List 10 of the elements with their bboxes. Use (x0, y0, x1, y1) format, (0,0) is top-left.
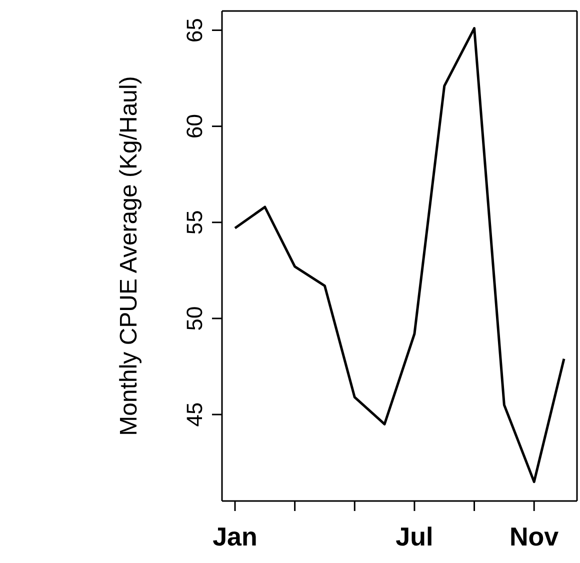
x-tick-label: Nov (510, 521, 560, 552)
y-tick-label: 50 (182, 306, 207, 331)
y-tick-label: 45 (182, 402, 207, 427)
line-series (234, 27, 566, 484)
y-axis-title: Monthly CPUE Average (Kg/Haul) (116, 76, 143, 436)
y-tick-label: 65 (182, 18, 207, 42)
y-tick-label: 55 (182, 210, 207, 235)
y-tick-label: 60 (182, 114, 207, 139)
x-tick-label: Jan (212, 521, 258, 552)
x-tick-label: Jul (396, 521, 434, 552)
